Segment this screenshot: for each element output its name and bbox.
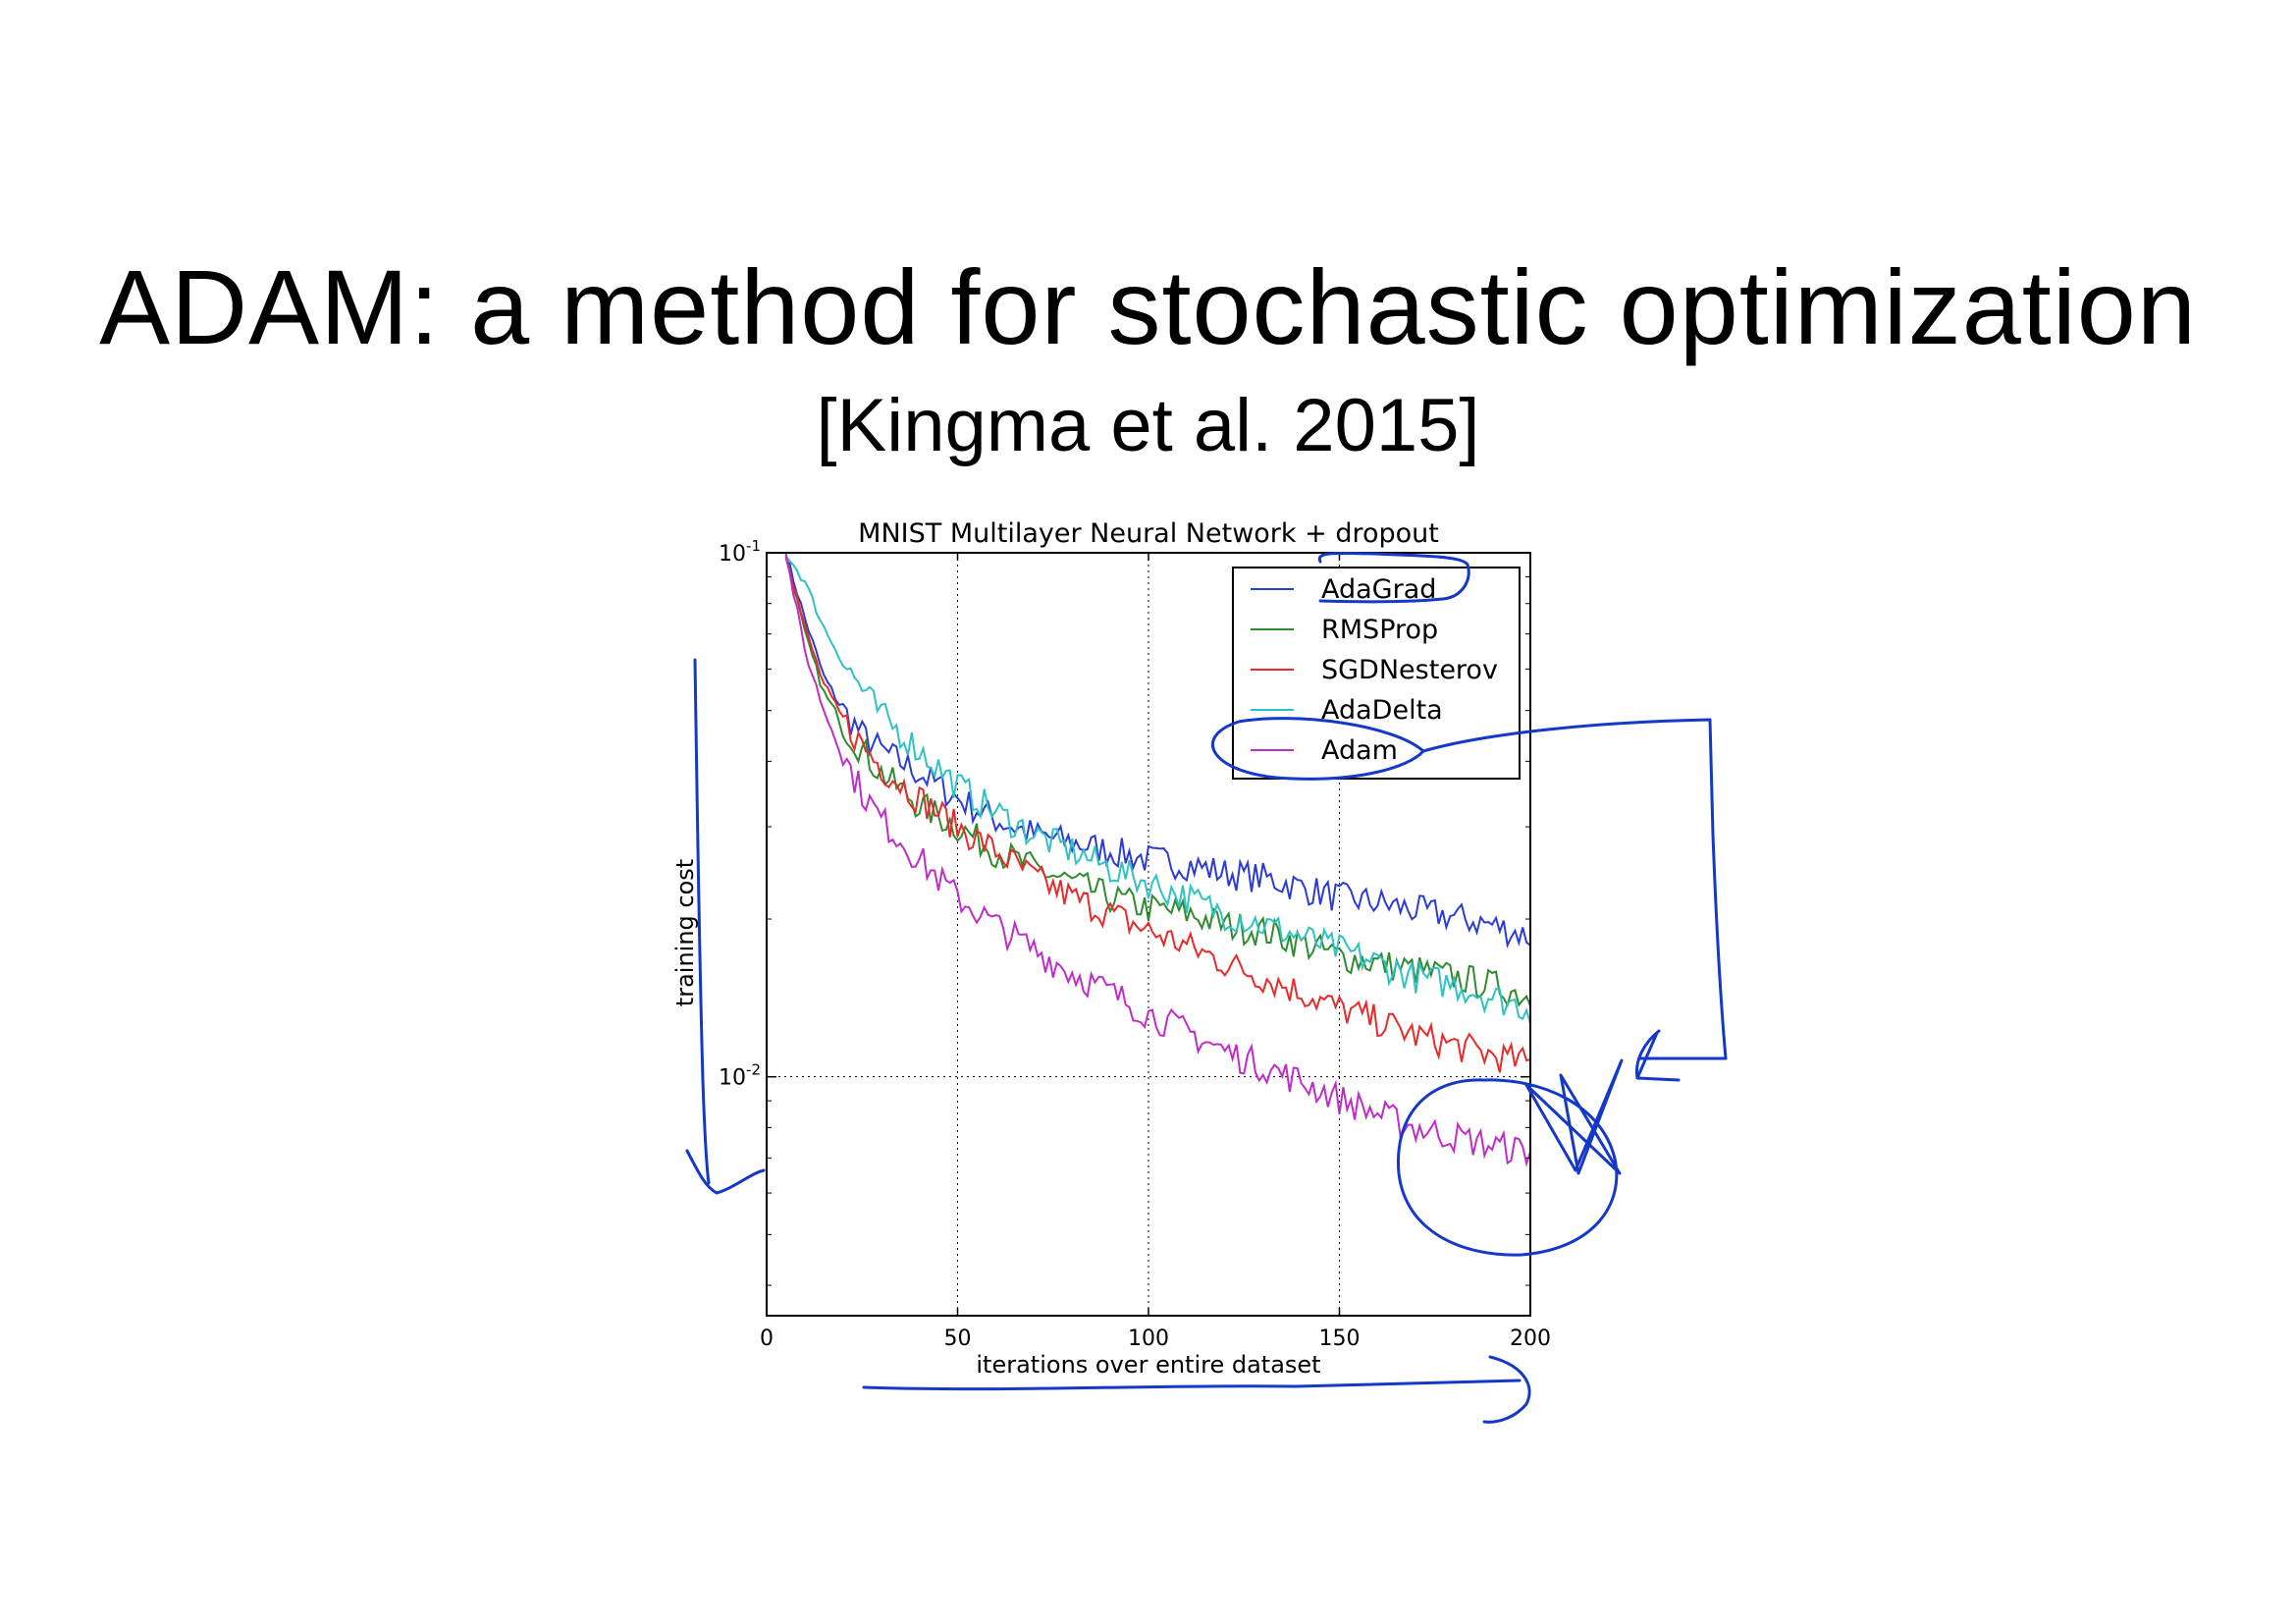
slide-subtitle: [Kingma et al. 2015] [816, 384, 1480, 467]
x-tick-label: 50 [944, 1326, 972, 1351]
legend-label-adam: Adam [1321, 735, 1398, 766]
adam-connector-annotation [1421, 718, 1728, 1060]
y-axis-arrow-annotation [685, 658, 766, 1195]
adam-circle-annotation [1210, 717, 1425, 781]
adagrad-circle-annotation [1317, 551, 1470, 604]
x-tick-label: 150 [1319, 1326, 1361, 1351]
series-line-rmsprop [784, 552, 1531, 1008]
series-layer [784, 552, 1531, 1167]
right-arrow-head-annotation [1634, 1029, 1681, 1082]
pen-annotations [685, 551, 1728, 1424]
chart-title: MNIST Multilayer Neural Network + dropou… [858, 518, 1439, 549]
grid-layer [767, 553, 1530, 1316]
series-line-adagrad [784, 557, 1531, 949]
legend-label-sgdnesterov: SGDNesterov [1321, 655, 1498, 685]
star-annotation [1524, 1058, 1624, 1175]
y-tick-label: 10-1 [719, 537, 761, 567]
y-axis-label: training cost [671, 859, 699, 1006]
x-axis-arrow-annotation [862, 1355, 1531, 1424]
x-tick-label: 200 [1510, 1326, 1551, 1351]
series-line-sgdnesterov [784, 556, 1531, 1073]
x-tick-label: 100 [1128, 1326, 1169, 1351]
plateau-circle-annotation [1396, 1078, 1619, 1257]
x-axis-label: iterations over entire dataset [976, 1351, 1320, 1379]
tick-layer: 0 50 100 150 200 10-1 10-2 [719, 537, 1551, 1351]
slide-title: ADAM: a method for stochastic optimizati… [99, 247, 2197, 366]
series-line-adam [784, 554, 1531, 1167]
x-tick-label: 0 [760, 1326, 774, 1351]
series-line-adadelta [784, 555, 1531, 1024]
y-tick-label: 10-2 [719, 1061, 761, 1091]
legend-label-rmsprop: RMSProp [1321, 615, 1438, 645]
legend-label-adadelta: AdaDelta [1321, 695, 1443, 726]
